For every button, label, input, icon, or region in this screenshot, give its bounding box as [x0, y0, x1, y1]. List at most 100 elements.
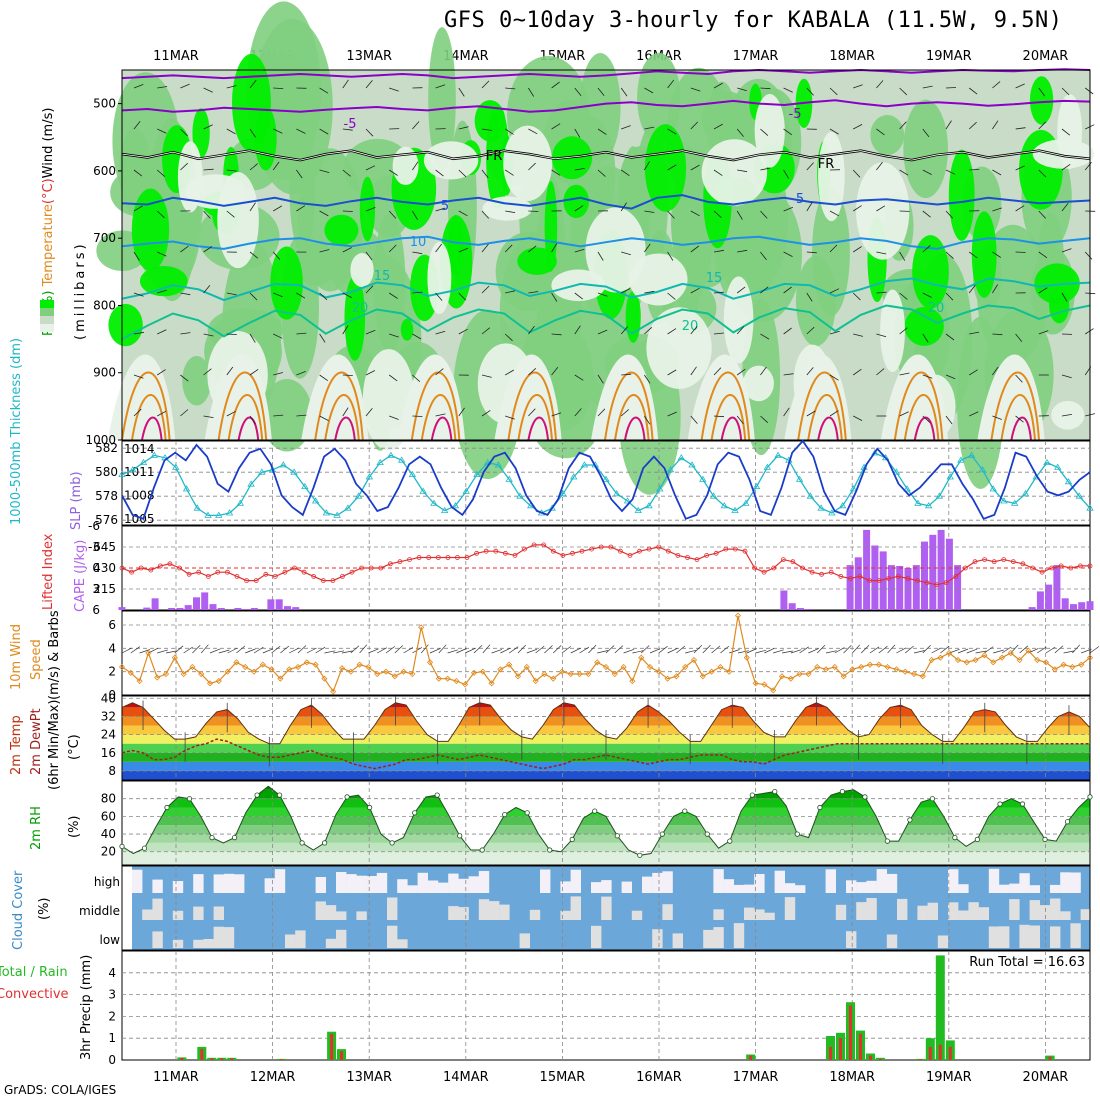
cloud-cell: [927, 902, 938, 920]
wind-speed-point: [303, 659, 310, 666]
temp-tick-label: 8: [108, 764, 116, 778]
wind-speed-point: [506, 661, 513, 668]
wind-barb: [852, 169, 861, 178]
wind-speed-point: [277, 675, 284, 682]
surface-wind-barb: [702, 644, 711, 654]
thickness-point: [172, 463, 180, 470]
wind-barb: [412, 291, 423, 294]
li-tick-label: -6: [88, 519, 100, 533]
surface-wind-barb: [306, 647, 317, 654]
wind-barb: [365, 285, 374, 294]
rh-band: [122, 798, 1090, 808]
lifted-index-point: [579, 548, 585, 554]
isotherm-hump: [700, 371, 751, 441]
rh-point: [839, 788, 846, 795]
surface-wind-barb: [685, 649, 696, 654]
cape-bar: [1028, 607, 1036, 610]
lifted-index-point: [1010, 559, 1016, 565]
wind-barb: [156, 210, 165, 219]
rh-point: [704, 831, 710, 837]
wind-barb: [690, 164, 700, 171]
wind-barb: [899, 292, 908, 300]
wind-barb: [829, 128, 839, 135]
wind-barb: [992, 207, 1003, 212]
y-tick-label-left: 578: [95, 489, 118, 503]
wind-barb: [180, 292, 191, 296]
precip-convective-bar: [829, 1046, 832, 1060]
bottom-date-label: 14MAR: [443, 1070, 489, 1085]
wind-barb: [644, 210, 655, 213]
lifted-index-point: [292, 565, 297, 571]
wind-barb: [667, 369, 677, 376]
wind-axis-label-2: Speed: [29, 639, 44, 680]
wind-barb: [945, 87, 957, 89]
panel-frame: [121, 695, 1091, 781]
rh-moist-area: [428, 27, 456, 171]
rh-dry-area: [856, 162, 910, 260]
isotherm-hump: [314, 371, 364, 441]
surface-wind-barb: [614, 645, 624, 654]
wind-axis-label-3: (m/s) & Barbs: [47, 610, 62, 700]
wind-barb: [736, 326, 745, 335]
lifted-index-point: [234, 574, 240, 579]
precip-tick-label: 1: [108, 1031, 116, 1045]
wind-barb: [528, 325, 535, 335]
thickness-point: [957, 456, 965, 463]
wind-barb: [481, 327, 491, 335]
isotherm-line: [121, 99, 1091, 113]
wind-speed-point: [250, 668, 258, 675]
surface-wind-barb: [1072, 644, 1081, 654]
wind-barb: [667, 251, 674, 261]
wind-barb: [458, 292, 466, 301]
isotherm-line: [121, 304, 1091, 340]
wind-speed-point: [198, 670, 205, 678]
rh-saturated-area: [904, 307, 944, 346]
wind-barb: [945, 251, 954, 259]
rh-dry-area: [350, 253, 374, 288]
lifted-index-point: [282, 569, 288, 575]
rh-point: [614, 833, 620, 839]
thickness-point: [871, 449, 879, 456]
cloud-cell: [458, 878, 469, 893]
rh-dry-area: [585, 207, 646, 293]
rh-point: [884, 838, 891, 844]
lifted-index-point: [761, 569, 767, 575]
lifted-index-point: [589, 546, 594, 552]
wind-barb: [1038, 87, 1046, 97]
thickness-point: [903, 485, 911, 492]
precip-convective-bar: [859, 1033, 862, 1060]
isotherm-label: 5: [441, 199, 449, 214]
wind-barb: [389, 333, 399, 338]
temp-axis-label-2: 2m DewPt: [29, 708, 44, 775]
y-axis-label-part: Temperature: [41, 204, 56, 290]
wind-barb: [435, 413, 446, 417]
wind-barb: [806, 326, 815, 335]
wind-speed-point: [242, 663, 249, 671]
wind-barb: [481, 169, 489, 179]
surface-wind-barb: [526, 648, 538, 654]
wind-barb: [737, 169, 748, 173]
surface-wind-barb: [588, 644, 597, 654]
wind-barb: [829, 210, 839, 217]
wind-barb: [203, 124, 213, 130]
wind-speed-point: [770, 687, 777, 694]
y-tick-label: 700: [93, 231, 116, 245]
wind-barb: [876, 368, 885, 376]
lifted-index-point: [205, 574, 211, 579]
rh-point: [1019, 801, 1026, 807]
wind-barb: [876, 161, 883, 171]
wind-speed-point: [145, 649, 152, 657]
wind-speed-point: [189, 663, 196, 671]
lifted-index-point: [129, 569, 135, 575]
surface-wind-barb: [1045, 646, 1056, 654]
li-tick-label: 0: [92, 561, 100, 575]
cloud-cell: [356, 875, 367, 893]
surface-wind-barb: [429, 648, 441, 654]
cloud-cell: [876, 869, 887, 893]
wind-barb: [180, 83, 190, 89]
rh-point: [727, 838, 733, 844]
wind-barb: [296, 169, 303, 179]
wind-barb: [203, 246, 213, 253]
isotherm-hump: [1010, 416, 1032, 441]
wind-barb: [412, 121, 420, 130]
